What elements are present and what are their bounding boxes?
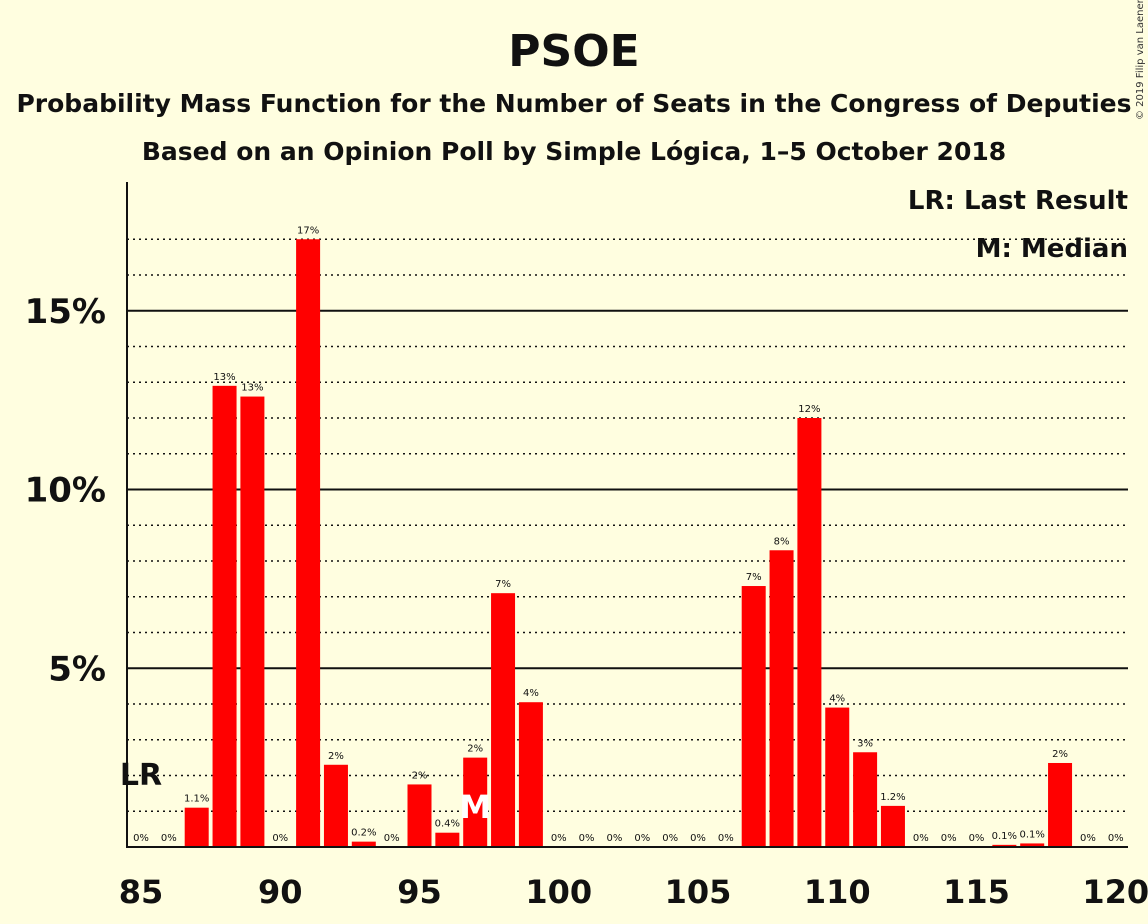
bar <box>741 586 766 847</box>
bar <box>1048 762 1073 847</box>
bar-value-label: 7% <box>746 572 762 583</box>
markers: LR M <box>120 758 491 826</box>
legend-last-result: LR: Last Result <box>908 186 1128 216</box>
bar-value-label: 0% <box>634 833 650 844</box>
bar-value-label: 4% <box>523 688 539 699</box>
bar-value-label: 2% <box>467 744 483 755</box>
bar-labels: 0% 0% 1.1% 13% 13% 0% 17% 2% 0.2% 0% 2% 0.4% 2% 7% 4% 0… <box>133 225 1124 844</box>
bar-value-label: 4% <box>829 694 845 705</box>
bar-value-label: 3% <box>857 738 873 749</box>
x-tick-label: 95 <box>397 873 442 911</box>
x-tick-label: 100 <box>525 873 592 911</box>
bar-value-label: 0% <box>1080 833 1096 844</box>
bar-value-label: 0% <box>133 833 149 844</box>
x-tick-label: 115 <box>943 873 1010 911</box>
bar-value-label: 0.2% <box>351 828 376 839</box>
bar-value-label: 17% <box>297 225 319 236</box>
chart-subtitle-1: Probability Mass Function for the Number… <box>16 89 1131 118</box>
bar-value-label: 13% <box>213 372 235 383</box>
bar-value-label: 0% <box>941 833 957 844</box>
bar-value-label: 0.1% <box>992 831 1017 842</box>
axes: 85 90 95 100 105 110 115 120 <box>119 182 1148 911</box>
bar <box>407 784 432 847</box>
bar-value-label: 0% <box>662 833 678 844</box>
bar-value-label: 12% <box>798 404 820 415</box>
x-tick-label: 120 <box>1082 873 1148 911</box>
bar <box>797 418 822 847</box>
bar-value-label: 0.4% <box>435 819 460 830</box>
bar-value-label: 0% <box>579 833 595 844</box>
copyright-text: © 2019 Filip van Laenen <box>1135 0 1146 120</box>
bar-value-label: 13% <box>241 383 263 394</box>
bar <box>1020 843 1045 847</box>
gridlines: 5% 10% 15% <box>25 238 1128 812</box>
bar-value-label: 0% <box>272 833 288 844</box>
x-tick-label: 90 <box>258 873 303 911</box>
bar-value-label: 0.1% <box>1019 829 1044 840</box>
bar <box>880 805 905 847</box>
bar-value-label: 0% <box>384 833 400 844</box>
bar <box>992 844 1017 847</box>
bar <box>825 707 850 847</box>
y-tick-label: 10% <box>25 471 106 511</box>
y-tick-label: 5% <box>48 649 106 689</box>
bar-value-label: 2% <box>328 751 344 762</box>
bar <box>351 841 376 847</box>
bar <box>435 832 460 847</box>
bar-value-label: 0% <box>913 833 929 844</box>
bar <box>212 385 237 847</box>
bar-value-label: 0% <box>1108 833 1124 844</box>
bar-value-label: 0% <box>161 833 177 844</box>
bar-value-label: 0% <box>690 833 706 844</box>
x-tick-label: 110 <box>804 873 871 911</box>
y-tick-label: 15% <box>25 292 106 332</box>
bar-value-label: 1.2% <box>880 792 905 803</box>
legend-median: M: Median <box>976 234 1128 264</box>
bar <box>463 757 488 847</box>
bar <box>853 752 878 847</box>
bar <box>323 764 348 847</box>
bar-value-label: 2% <box>412 770 428 781</box>
bar-value-label: 0% <box>551 833 567 844</box>
last-result-marker: LR <box>120 758 162 793</box>
bar-value-label: 2% <box>1052 749 1068 760</box>
bar <box>296 239 321 847</box>
bar-value-label: 7% <box>495 579 511 590</box>
x-tick-label: 105 <box>665 873 732 911</box>
chart-title: PSOE <box>508 26 639 77</box>
bar-value-label: 1.1% <box>184 794 209 805</box>
bar-value-label: 0% <box>607 833 623 844</box>
bar <box>184 807 209 847</box>
bar-value-label: 8% <box>774 536 790 547</box>
bar <box>769 550 794 847</box>
x-tick-label: 85 <box>119 873 164 911</box>
median-marker: M <box>459 788 491 826</box>
bar-value-label: 0% <box>718 833 734 844</box>
bars <box>184 239 1073 847</box>
bar <box>240 396 265 847</box>
bar-value-label: 0% <box>969 833 985 844</box>
bar <box>491 593 516 847</box>
chart-subtitle-2: Based on an Opinion Poll by Simple Lógic… <box>142 137 1006 166</box>
bar <box>518 702 543 847</box>
